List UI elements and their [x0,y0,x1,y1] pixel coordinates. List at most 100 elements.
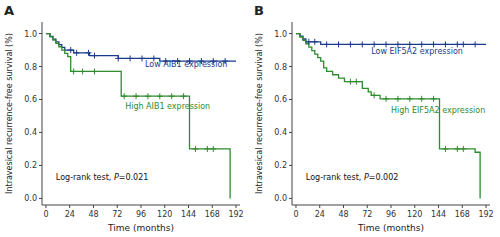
censor-mark [324,41,330,47]
censor-mark [359,41,365,47]
y-tick-label: 0.4 [24,128,37,137]
y-tick [39,66,42,67]
censor-mark [169,93,175,99]
y-tick-label: 0.8 [24,63,37,72]
x-tick [414,205,415,208]
censor-mark [472,41,478,47]
x-tick [462,205,463,208]
censor-mark [347,41,353,47]
series-label: High AIB1 expression [125,102,210,111]
x-tick [164,205,165,208]
x-tick [93,205,94,208]
x-tick-label: 48 [88,210,98,219]
x-tick [295,205,296,208]
x-tick-label: 144 [431,210,446,219]
censor-mark [181,93,187,99]
y-axis-label: Intravesical recurrence-free survival (%… [255,33,264,194]
x-tick-label: 0 [43,210,48,219]
x-tick [236,205,237,208]
y-tick-label: 0.6 [274,95,287,104]
x-tick-label: 48 [338,210,348,219]
x-tick-label: 24 [65,210,75,219]
censor-mark [353,79,359,85]
censor-mark [145,93,151,99]
x-tick-label: 72 [112,210,122,219]
censor-mark [157,93,163,99]
censor-mark [115,55,121,61]
annotation: Log-rank test, P=0.002 [306,173,399,182]
x-axis-label: Time (months) [107,223,174,233]
x-tick [319,205,320,208]
survival-curve [296,34,480,199]
y-tick-label: 0.2 [24,161,37,170]
x-tick-label: 96 [386,210,396,219]
panel: A 0 24 48 72 96 120 144 168 192 0.0 0.2 0.4 0.6 0.8 1.0… [4,3,244,233]
censor-mark [347,79,353,85]
y-tick [289,33,292,34]
censor-mark [306,39,312,45]
x-tick [391,205,392,208]
censor-mark [419,96,425,102]
x-tick-label: 144 [181,210,196,219]
x-tick [343,205,344,208]
panel-title: A [4,3,14,18]
y-tick-label: 1.0 [274,30,287,39]
y-tick-label: 0.6 [24,95,37,104]
y-tick [39,33,42,34]
censor-mark [312,39,318,45]
y-tick-label: 0.2 [274,161,287,170]
censor-mark [80,68,86,74]
censor-mark [442,146,448,152]
y-tick [39,165,42,166]
x-tick [367,205,368,208]
y-tick-label: 0.0 [274,194,287,203]
y-tick [289,198,292,199]
censor-mark [383,96,389,102]
censor-mark [121,93,127,99]
x-tick [188,205,189,208]
censor-mark [210,146,216,152]
survival-curve [46,34,236,62]
censor-mark [204,146,210,152]
x-tick-label: 120 [407,210,422,219]
y-tick [289,66,292,67]
x-tick [117,205,118,208]
x-tick-label: 72 [362,210,372,219]
censor-mark [91,53,97,59]
y-tick [289,165,292,166]
marks [296,34,486,199]
censor-mark [91,68,97,74]
panel-title: B [254,3,264,18]
y-tick-label: 0.8 [274,63,287,72]
x-tick [69,205,70,208]
figure: A 0 24 48 72 96 120 144 168 192 0.0 0.2 0.4 0.6 0.8 1.0… [0,0,500,237]
censor-mark [336,41,342,47]
series-label: Low EIF5A2 expression [371,47,463,56]
x-tick [486,205,487,208]
censor-mark [395,96,401,102]
y-tick-label: 1.0 [24,30,37,39]
annotation: Log-rank test, P=0.021 [56,173,149,182]
x-tick-label: 168 [455,210,470,219]
x-tick-label: 96 [136,210,146,219]
y-tick [39,99,42,100]
y-axis [42,22,43,205]
x-tick [141,205,142,208]
series-label: High EIF5A2 expression [391,106,485,115]
censor-mark [431,96,437,102]
x-tick-label: 24 [315,210,325,219]
censor-mark [127,55,133,61]
x-tick-label: 120 [157,210,172,219]
y-tick-label: 0.0 [24,194,37,203]
y-tick-label: 0.4 [274,128,287,137]
censor-mark [74,50,80,56]
y-axis-label: Intravesical recurrence-free survival (%… [5,33,14,194]
censor-mark [86,50,92,56]
censor-mark [407,96,413,102]
x-tick [45,205,46,208]
x-tick [212,205,213,208]
marks [46,34,236,199]
x-tick-label: 168 [205,210,220,219]
x-tick-label: 192 [228,210,243,219]
censor-mark [192,146,198,152]
